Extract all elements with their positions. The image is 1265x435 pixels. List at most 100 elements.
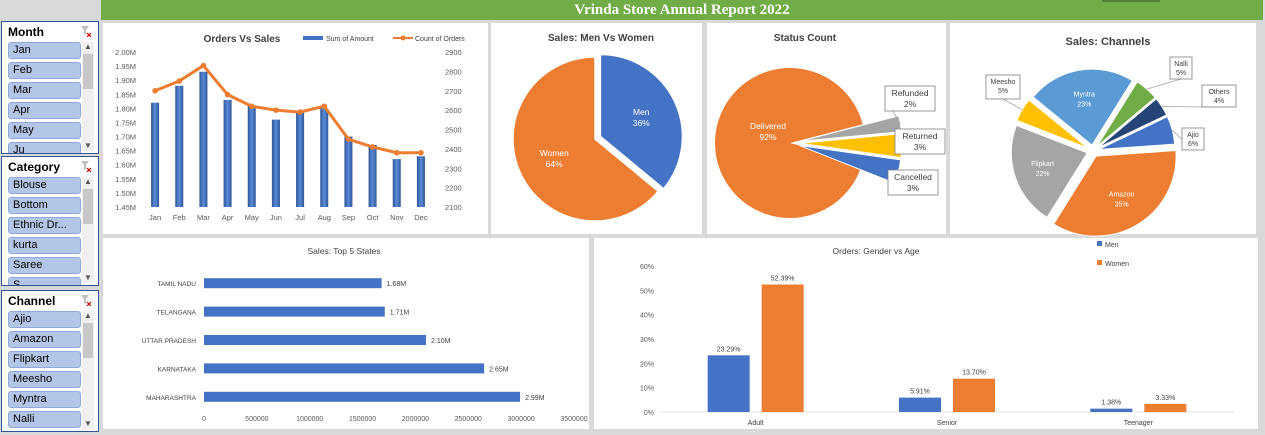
bar-women	[1144, 403, 1187, 412]
x-tick: Jun	[270, 213, 282, 222]
scroll-thumb[interactable]	[83, 54, 93, 89]
slicer-item-bottom[interactable]: Bottom	[8, 197, 81, 214]
channel-slicer[interactable]: Channel Ajio Amazon Flipkart Meesho Myntra Nal…	[1, 290, 99, 432]
scroll-up-icon[interactable]: ▲	[84, 42, 92, 51]
y-tick: 40%	[640, 313, 654, 320]
y-tick: 10%	[640, 386, 654, 393]
orders-point	[248, 103, 255, 110]
slicer-item-jan[interactable]: Jan	[8, 42, 81, 59]
legend-label-orders: Count of Orders	[415, 36, 465, 43]
channel-slicer-list: Ajio Amazon Flipkart Meesho Myntra Nalli	[8, 311, 81, 431]
slicer-item-apr[interactable]: Apr	[8, 102, 81, 119]
y-right-tick: 2700	[445, 87, 462, 96]
x-tick: Jan	[149, 213, 161, 222]
slicer-item-meesho[interactable]: Meesho	[8, 371, 81, 388]
category-slicer-title-text: Category	[8, 160, 61, 174]
slice-label: Flipkart	[1031, 161, 1054, 168]
scroll-down-icon[interactable]: ▼	[84, 419, 92, 428]
y-right-tick: 2500	[445, 126, 462, 135]
category-slicer-list: Blouse Bottom Ethnic Dr... kurta Saree S	[8, 177, 81, 285]
x-tick: 1500000	[349, 416, 376, 423]
x-tick: Feb	[173, 213, 186, 222]
chart-title: Orders Vs Sales	[204, 34, 281, 45]
month-slicer-title: Month	[2, 22, 98, 42]
legend-label-women: Women	[1105, 261, 1129, 268]
bar-value-label: 2.65M	[489, 366, 509, 373]
y-tick: 50%	[640, 288, 654, 295]
bar-value-label: 3.33%	[1155, 395, 1175, 402]
slice-label: Myntra	[1074, 92, 1096, 99]
slicer-item-ethnicdr[interactable]: Ethnic Dr...	[8, 217, 81, 234]
x-tick: 3000000	[508, 416, 535, 423]
callout-pct: 3%	[914, 142, 927, 152]
scroll-up-icon[interactable]: ▲	[84, 311, 92, 320]
slicer-item-nalli[interactable]: Nalli	[8, 411, 81, 428]
callout-box	[1201, 84, 1237, 108]
y-left-tick: 1.75M	[115, 118, 136, 127]
slicer-item-ju[interactable]: Ju	[8, 142, 81, 153]
scroll-up-icon[interactable]: ▲	[84, 177, 92, 186]
x-tick: Jul	[295, 213, 305, 222]
scroll-thumb[interactable]	[83, 323, 93, 358]
x-tick: Teenager	[1124, 420, 1154, 427]
status-count-panel: Status Count Delivered 92% Refunded 2% Return…	[707, 23, 946, 234]
slice-pct: 36%	[633, 118, 650, 128]
y-left-tick: 1.90M	[115, 76, 136, 85]
y-tick: 20%	[640, 361, 654, 368]
clear-filter-icon[interactable]	[80, 294, 92, 306]
month-slicer[interactable]: Month Jan Feb Mar Apr May Ju ▲ ▼	[1, 21, 99, 154]
category-slicer-scrollbar[interactable]: ▲ ▼	[82, 177, 94, 283]
slicer-item-flipkart[interactable]: Flipkart	[8, 351, 81, 368]
orders-point	[273, 107, 279, 113]
scroll-down-icon[interactable]: ▼	[84, 141, 92, 150]
slicer-item-mar[interactable]: Mar	[8, 82, 81, 99]
slicer-item-feb[interactable]: Feb	[8, 62, 81, 79]
slicer-item-ajio[interactable]: Ajio	[8, 311, 81, 328]
callout-box	[1181, 127, 1205, 151]
slicer-item-may[interactable]: May	[8, 122, 81, 139]
orders-vs-sales-panel: Orders Vs Sales Sum of Amount Count of Ord…	[103, 23, 488, 234]
callout-pct: 3%	[907, 183, 920, 193]
slicer-item-amazon[interactable]: Amazon	[8, 331, 81, 348]
scroll-down-icon[interactable]: ▼	[84, 273, 92, 282]
callout-label: Returned	[903, 131, 938, 141]
state-bar	[204, 278, 382, 289]
y-left-tick: 1.80M	[115, 104, 136, 113]
slicer-item-s[interactable]: S	[8, 277, 81, 285]
slice-label: Amazon	[1109, 192, 1135, 199]
slicer-item-saree[interactable]: Saree	[8, 257, 81, 274]
legend-swatch-women	[1097, 260, 1102, 265]
scroll-thumb[interactable]	[83, 189, 93, 224]
category-slicer-title: Category	[2, 157, 98, 177]
clear-filter-icon[interactable]	[80, 160, 92, 172]
clear-filter-icon[interactable]	[80, 25, 92, 37]
slicer-item-blouse[interactable]: Blouse	[8, 177, 81, 194]
callout-box	[887, 169, 939, 196]
callout-label: Refunded	[892, 88, 929, 98]
y-right-tick: 2300	[445, 164, 462, 173]
chart-title: Sales: Top 5 States	[307, 246, 380, 256]
x-tick: May	[245, 213, 259, 222]
y-left-tick: 1.45M	[115, 203, 136, 212]
slice-nalli	[1096, 81, 1156, 147]
slicer-item-kurta[interactable]: kurta	[8, 237, 81, 254]
gender-vs-age-panel: Orders: Gender vs Age Men Women 60% 50% 40% 30…	[594, 238, 1258, 429]
y-right-tick: 2900	[445, 48, 462, 57]
orders-point	[297, 109, 303, 115]
orders-point	[369, 144, 376, 150]
y-left-tick: 1.95M	[115, 62, 136, 71]
y-right-tick: 2600	[445, 106, 462, 115]
slicer-item-myntra[interactable]: Myntra	[8, 391, 81, 408]
slice-myntra	[1032, 68, 1133, 146]
slice-label: Women	[540, 148, 569, 158]
channel-slicer-scrollbar[interactable]: ▲ ▼	[82, 311, 94, 429]
category-slicer[interactable]: Category Blouse Bottom Ethnic Dr... kurta Sar…	[1, 156, 99, 286]
month-slicer-scrollbar[interactable]: ▲ ▼	[82, 42, 94, 151]
y-left-tick: 1.70M	[115, 133, 136, 142]
x-tick: Sep	[342, 213, 355, 222]
bar-men	[707, 355, 750, 412]
callout-pct: 2%	[904, 99, 917, 109]
y-left-tick: 1.85M	[115, 90, 136, 99]
y-left-tick: 1.50M	[115, 189, 136, 198]
